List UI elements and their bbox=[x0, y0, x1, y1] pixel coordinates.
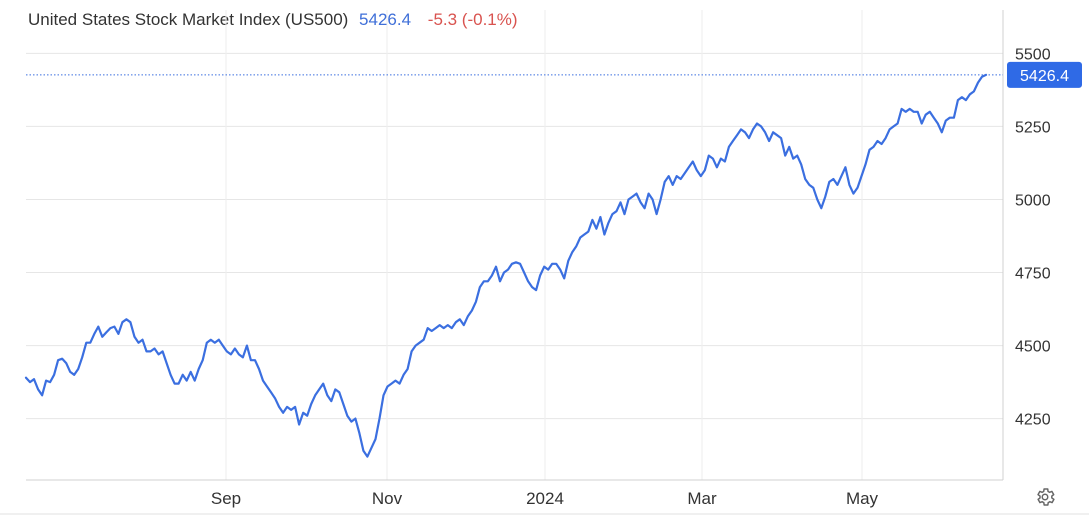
x-tick-label: 2024 bbox=[526, 489, 564, 508]
x-tick-label: Sep bbox=[211, 489, 241, 508]
grid bbox=[0, 10, 1089, 515]
y-tick-label: 4500 bbox=[1015, 339, 1051, 356]
gear-icon bbox=[1037, 488, 1055, 506]
last-price: 5426.4 bbox=[359, 10, 412, 29]
series-layer bbox=[24, 73, 988, 458]
last-price-marker: 5426.4 bbox=[26, 61, 1082, 88]
x-tick-label: Nov bbox=[372, 489, 403, 508]
last-price-label-bg bbox=[1007, 61, 1082, 88]
chart-title: United States Stock Market Index (US500) bbox=[28, 10, 349, 29]
y-tick-label: 5250 bbox=[1015, 119, 1051, 136]
y-tick-label: 5000 bbox=[1015, 192, 1051, 209]
price-change: -5.3 (-0.1%) bbox=[427, 10, 518, 29]
chart-header: United States Stock Market Index (US500)… bbox=[28, 10, 518, 30]
y-tick-label: 4750 bbox=[1015, 266, 1051, 283]
y-axis: 4250 4500 4750 5000 5250 5500 bbox=[1015, 46, 1051, 428]
x-tick-label: Mar bbox=[687, 489, 717, 508]
y-tick-label: 4250 bbox=[1015, 412, 1051, 429]
x-tick-label: May bbox=[846, 489, 879, 508]
y-tick-label: 5500 bbox=[1015, 46, 1051, 63]
x-axis: Sep Nov 2024 Mar May bbox=[211, 489, 879, 508]
settings-gear-icon[interactable] bbox=[1034, 486, 1056, 508]
last-price-label: 5426.4 bbox=[1020, 68, 1069, 85]
series-line bbox=[24, 73, 988, 458]
